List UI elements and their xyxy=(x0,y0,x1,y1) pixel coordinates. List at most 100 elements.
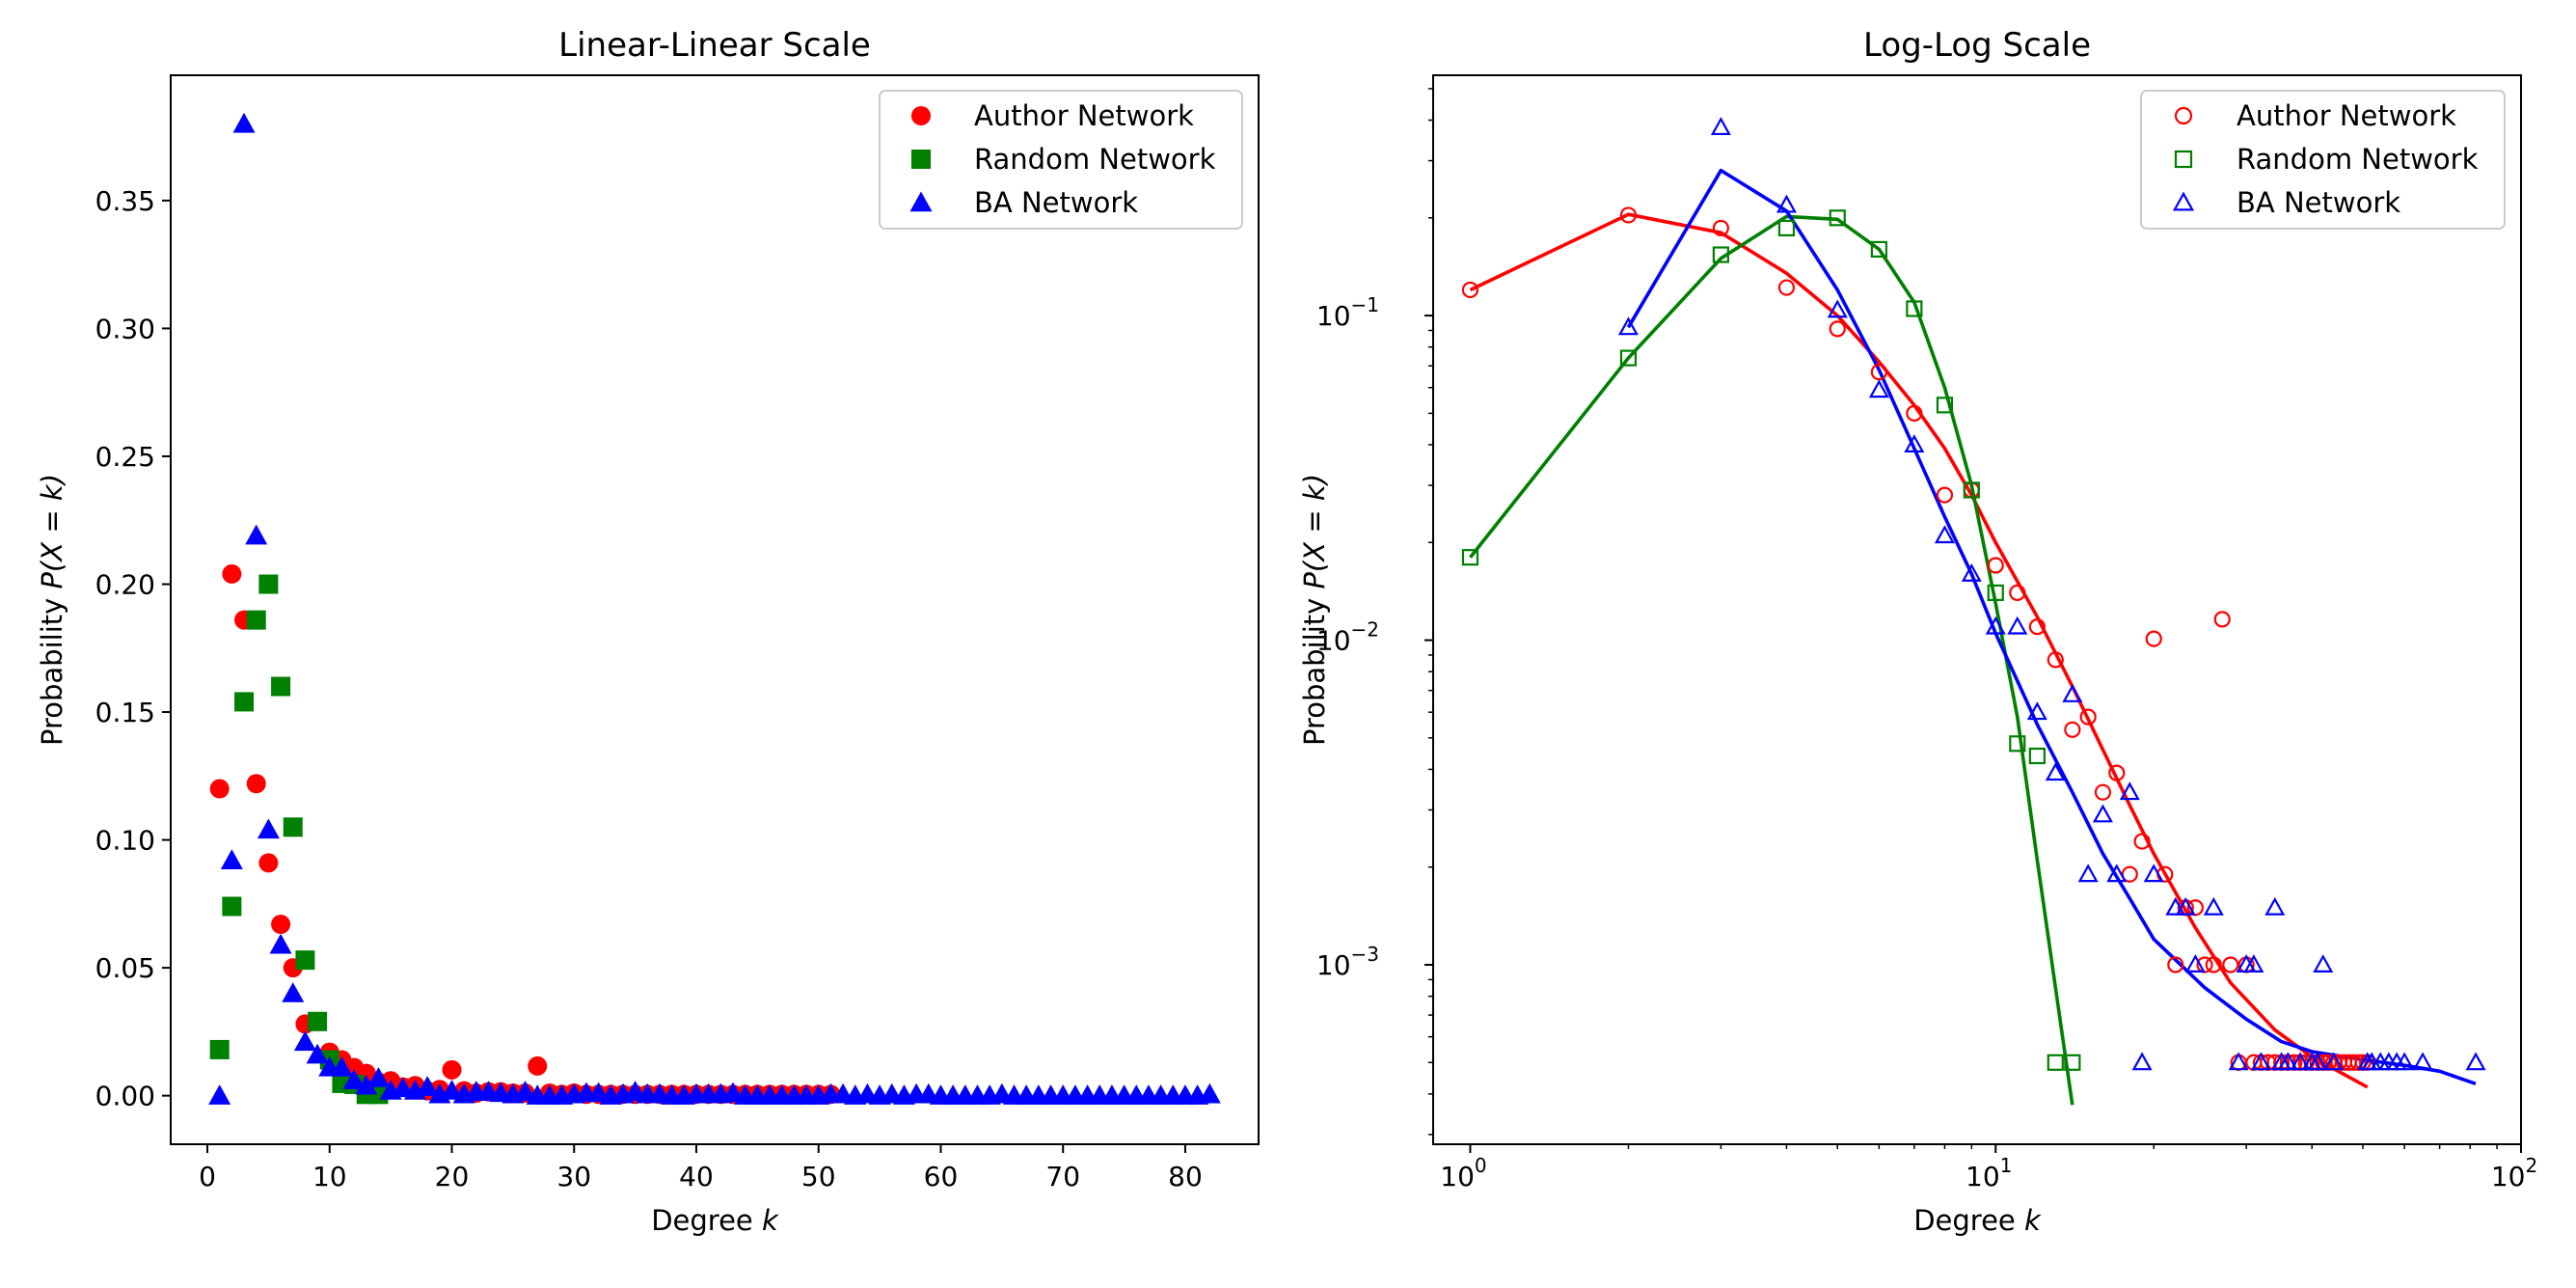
ba-network-point xyxy=(2394,1052,2415,1071)
loglog-plot-frame xyxy=(1432,74,2522,1145)
ba-network-legend-label: BA Network xyxy=(2237,186,2400,219)
ba-network-point xyxy=(2307,1052,2328,1071)
ba-network-point xyxy=(208,1084,231,1105)
author-network-legend-marker xyxy=(911,106,931,125)
ba-network-point xyxy=(306,1043,329,1064)
x-tick-label: 60 xyxy=(924,1161,959,1192)
x-tick-label: 50 xyxy=(801,1161,836,1192)
x-tick-label: 20 xyxy=(435,1161,470,1192)
author-network-point xyxy=(442,1059,462,1080)
author-network-point xyxy=(1777,279,1796,296)
author-network-legend-label: Author Network xyxy=(2237,99,2456,132)
ba-network-point xyxy=(2143,863,2164,883)
random-network-legend-marker xyxy=(911,150,931,169)
random-network-legend-label: Random Network xyxy=(2237,143,2479,176)
ba-network-point xyxy=(2175,896,2196,916)
random-network-point xyxy=(271,676,291,697)
author-network-point xyxy=(258,853,279,873)
ba-network-point xyxy=(2264,896,2286,916)
random-network-point xyxy=(283,817,303,837)
y-tick-label: 0.30 xyxy=(95,313,155,344)
y-tick-label: 0.25 xyxy=(95,441,155,473)
random-network-point xyxy=(222,896,242,917)
ba-network-legend-marker xyxy=(909,191,933,212)
author-network-point xyxy=(2133,833,2151,850)
ba-network-point xyxy=(514,1081,537,1101)
random-network-point xyxy=(295,950,315,971)
ba-network-point xyxy=(1617,316,1639,336)
ba-network-point xyxy=(2228,1052,2249,1071)
legend-box xyxy=(2140,90,2506,230)
ba-network-point xyxy=(416,1076,439,1096)
random-network-point xyxy=(209,1039,230,1059)
ba-network-point xyxy=(441,1080,464,1100)
ba-network-point xyxy=(1904,434,1925,452)
ba-network-point xyxy=(1198,1082,1221,1104)
linear-y-axis-label: Probability P(X = k) xyxy=(36,474,68,746)
ba-network-point xyxy=(220,849,243,869)
author-network-point xyxy=(1987,557,2004,574)
author-network-point xyxy=(528,1055,548,1076)
random-network-point xyxy=(1712,246,1729,263)
ba-network-point xyxy=(2313,954,2334,973)
x-tick-label: 40 xyxy=(679,1161,714,1192)
author-network-point xyxy=(2047,651,2064,669)
ba-network-point xyxy=(2062,684,2083,702)
ba-network-point xyxy=(2203,896,2224,916)
ba-network-point xyxy=(257,818,280,839)
loglog-plot-title: Log-Log Scale xyxy=(1863,26,2091,65)
ba-network-point xyxy=(293,1030,316,1052)
ba-network-point xyxy=(1868,379,1889,398)
ba-network-point xyxy=(2277,1052,2298,1071)
author-network-point xyxy=(1936,486,1954,504)
y-tick-label: 0.05 xyxy=(95,952,155,984)
author-network-point xyxy=(1829,320,1846,338)
random-network-point xyxy=(308,1011,328,1031)
loglog-y-axis-label: Probability P(X = k) xyxy=(1298,474,1331,746)
x-tick-label: 70 xyxy=(1045,1161,1080,1192)
linear-plot-panel: Linear-Linear Scale 0 10 20 30 40 50 60 70 80 0.0… xyxy=(36,26,1260,1237)
random-network-point xyxy=(2009,735,2026,753)
author-network-point xyxy=(1619,206,1638,224)
random-network-point xyxy=(1461,549,1479,566)
linear-plot-legend: Author Network Random Network BA Network xyxy=(879,90,1243,230)
linear-x-axis-label: Degree k xyxy=(651,1204,779,1237)
y-tick-label: 0.20 xyxy=(95,568,155,600)
loglog-plot-data-marks xyxy=(1461,117,2486,1106)
ba-network-point xyxy=(366,1067,390,1087)
ba-network-point xyxy=(1776,194,1797,213)
x-tick-label: 0 xyxy=(199,1161,216,1192)
ba-network-point xyxy=(2007,616,2028,635)
ba-network-point xyxy=(2077,863,2099,883)
ba-network-point xyxy=(2092,804,2113,823)
ba-network-point xyxy=(2045,762,2066,781)
ba-network-point xyxy=(2106,863,2128,883)
linear-plot-ticks: 0 10 20 30 40 50 60 70 80 0.00 0.05 0.10 0.15 0.20 0.2… xyxy=(95,185,1203,1192)
random-network-point xyxy=(1987,584,2004,601)
author-network-point xyxy=(2205,956,2222,973)
author-network-point xyxy=(2213,611,2231,628)
ba-network-point xyxy=(1961,562,1982,582)
ba-network-point xyxy=(2323,1052,2345,1071)
x-tick-label: 10 xyxy=(312,1161,347,1192)
author-network-legend-marker xyxy=(2174,106,2193,125)
author-network-point xyxy=(1870,364,1887,381)
random-network-point xyxy=(1906,300,1923,317)
ba-network-point xyxy=(232,112,256,133)
author-network-point xyxy=(2222,956,2239,973)
ba-network-point xyxy=(245,524,268,545)
ba-network-point xyxy=(2165,896,2186,916)
ba-network-point xyxy=(1827,299,1848,318)
loglog-x-axis-label: Degree k xyxy=(1913,1204,2042,1237)
ba-network-point xyxy=(1985,616,2006,635)
ba-network-point xyxy=(2412,1052,2433,1071)
random-network-point xyxy=(1936,397,1954,414)
random-network-point xyxy=(1777,219,1796,237)
linear-plot-data-marks xyxy=(208,112,1221,1105)
author-network-point xyxy=(1712,219,1729,237)
random-network-point xyxy=(234,692,255,712)
author-network-point xyxy=(209,779,230,799)
random-network-point xyxy=(1619,349,1638,367)
